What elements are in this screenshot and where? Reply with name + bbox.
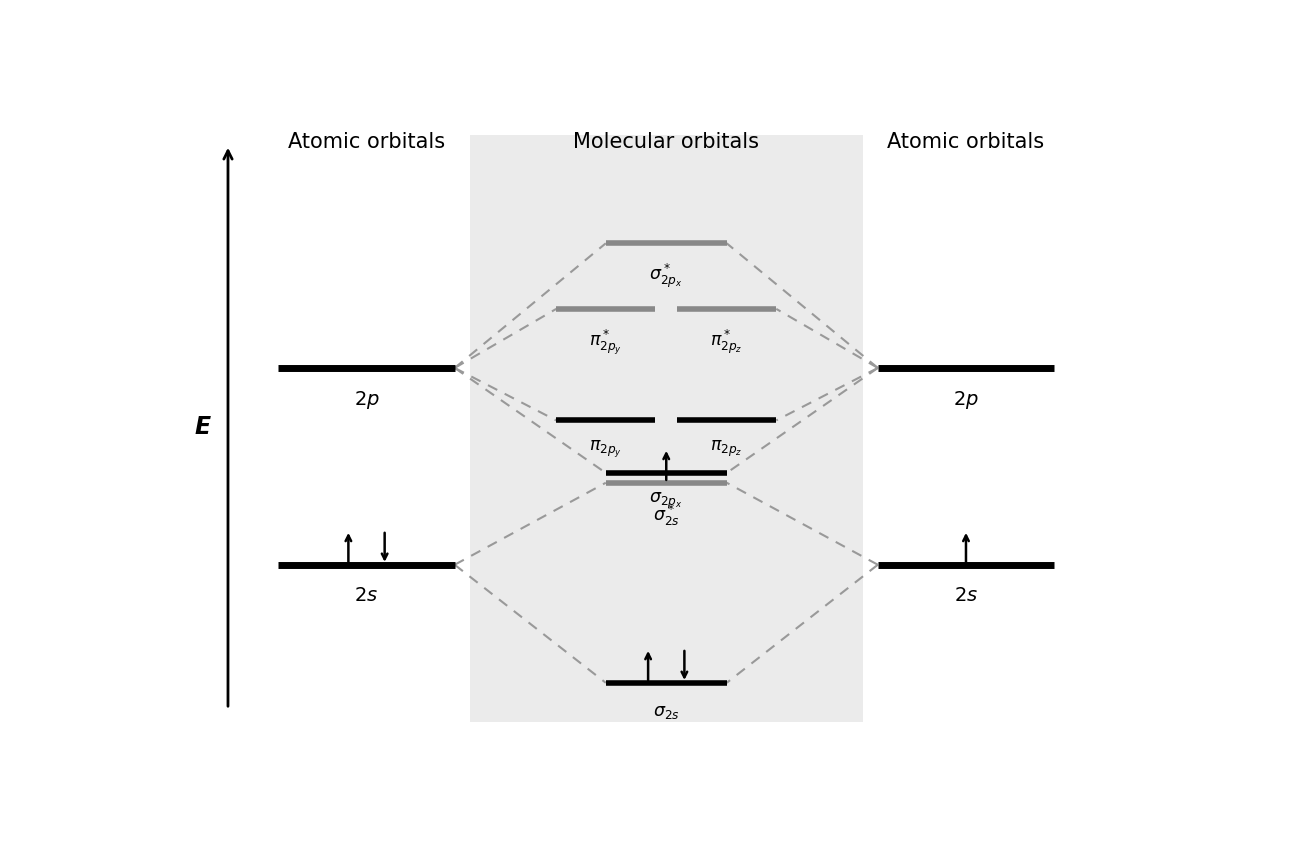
Text: $\pi_{2p_y}$: $\pi_{2p_y}$ <box>589 439 623 460</box>
Text: $\pi_{2p_z}$: $\pi_{2p_z}$ <box>710 439 744 459</box>
Text: $\pi^*_{2p_z}$: $\pi^*_{2p_z}$ <box>710 327 744 355</box>
Text: Atomic orbitals: Atomic orbitals <box>289 132 445 152</box>
Text: Molecular orbitals: Molecular orbitals <box>573 132 759 152</box>
Text: $2p$: $2p$ <box>354 389 380 411</box>
Text: $2s$: $2s$ <box>355 585 378 605</box>
Text: $\sigma^*_{2s}$: $\sigma^*_{2s}$ <box>653 503 680 527</box>
Text: $\sigma_{2p_x}$: $\sigma_{2p_x}$ <box>650 492 682 511</box>
Text: $2p$: $2p$ <box>953 389 979 411</box>
Text: $2s$: $2s$ <box>954 585 978 605</box>
Text: Atomic orbitals: Atomic orbitals <box>888 132 1044 152</box>
Text: E: E <box>195 415 211 439</box>
Text: $\sigma_{2s}$: $\sigma_{2s}$ <box>653 703 680 721</box>
FancyBboxPatch shape <box>469 135 863 722</box>
Text: $\pi^*_{2p_y}$: $\pi^*_{2p_y}$ <box>589 327 623 356</box>
Text: $\sigma^*_{2p_x}$: $\sigma^*_{2p_x}$ <box>650 262 682 290</box>
